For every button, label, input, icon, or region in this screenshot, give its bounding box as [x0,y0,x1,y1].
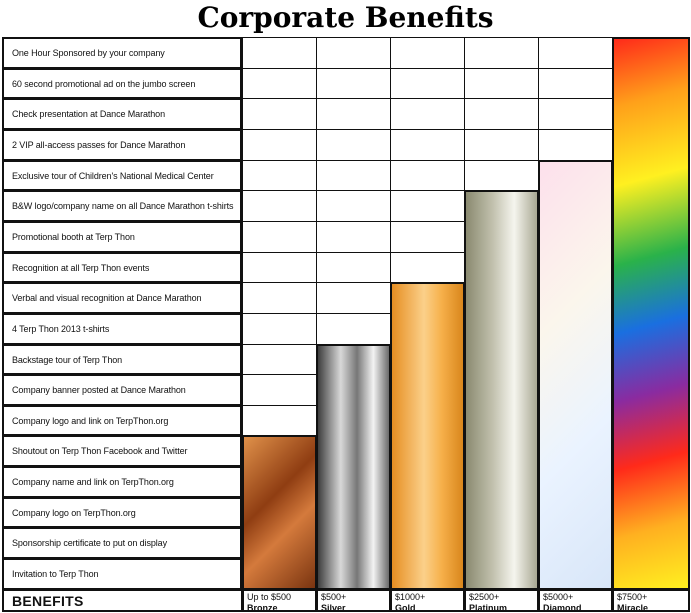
tier-name: Bronze [247,603,278,612]
tier-empty-cell [316,98,391,130]
tier-empty-cell [390,68,465,99]
tier-label-miracle: $7500+ Miracle [612,589,690,612]
benefit-row-label: Invitation to Terp Thon [2,558,242,590]
tier-amount: $7500+ [617,592,648,602]
benefit-row-label: Recognition at all Terp Thon events [2,252,242,283]
tier-empty-cell [316,282,391,314]
benefit-row-label: Company logo and link on TerpThon.org [2,405,242,436]
page-title: Corporate Benefits [197,1,494,34]
tier-empty-cell [242,221,317,253]
tier-empty-cell [242,405,317,436]
gold-tier-bar [390,282,465,590]
tier-empty-cell [464,129,539,161]
tier-empty-cell [390,98,465,130]
benefit-row-label: Promotional booth at Terp Thon [2,221,242,253]
tier-label-diamond: $5000+ Diamond [538,589,613,612]
benefit-row-label: 60 second promotional ad on the jumbo sc… [2,68,242,99]
miracle-tier-bar [612,37,690,590]
benefit-row-label: Check presentation at Dance Marathon [2,98,242,130]
tier-empty-cell [390,37,465,69]
tier-empty-cell [538,68,613,99]
tier-empty-cell [390,129,465,161]
tier-empty-cell [464,68,539,99]
benefit-row-label: Backstage tour of Terp Thon [2,344,242,375]
tier-amount: $500+ [321,592,347,602]
tier-empty-cell [242,252,317,283]
diamond-tier-bar [538,160,613,590]
tier-name: Miracle [617,603,649,612]
tier-empty-cell [464,160,539,191]
benefit-row-label: Company banner posted at Dance Marathon [2,374,242,406]
tier-name: Platinum [469,603,508,612]
tier-name: Silver [321,603,346,612]
benefits-header: BENEFITS [2,589,243,612]
silver-tier-bar [316,344,391,590]
tier-empty-cell [242,129,317,161]
benefit-row-label: Company logo on TerpThon.org [2,497,242,528]
tier-name: Gold [395,603,416,612]
bronze-tier-bar [242,435,317,590]
tier-empty-cell [316,313,391,345]
tier-empty-cell [242,37,317,69]
tier-empty-cell [464,37,539,69]
tier-amount: $2500+ [469,592,500,602]
tier-empty-cell [390,252,465,283]
tier-empty-cell [390,221,465,253]
tier-name: Diamond [543,603,582,612]
tier-empty-cell [538,129,613,161]
tier-empty-cell [242,344,317,375]
tier-empty-cell [464,98,539,130]
tier-empty-cell [242,313,317,345]
tier-empty-cell [390,160,465,191]
benefit-row-label: Company name and link on TerpThon.org [2,466,242,498]
platinum-tier-bar [464,190,539,590]
tier-empty-cell [390,190,465,222]
tier-empty-cell [316,160,391,191]
benefit-row-label: Verbal and visual recognition at Dance M… [2,282,242,314]
tier-label-bronze: Up to $500 Bronze [242,589,317,612]
tier-empty-cell [316,37,391,69]
tier-amount: $5000+ [543,592,574,602]
tier-empty-cell [242,374,317,406]
tier-amount: Up to $500 [247,592,292,602]
tier-empty-cell [242,190,317,222]
tier-empty-cell [242,98,317,130]
tier-empty-cell [316,252,391,283]
tier-empty-cell [538,98,613,130]
tier-empty-cell [316,190,391,222]
benefit-row-label: One Hour Sponsored by your company [2,37,242,69]
tier-label-gold: $1000+ Gold [390,589,465,612]
tier-empty-cell [316,68,391,99]
tier-label-platinum: $2500+ Platinum [464,589,539,612]
benefit-row-label: B&W logo/company name on all Dance Marat… [2,190,242,222]
tier-empty-cell [242,282,317,314]
tier-empty-cell [316,129,391,161]
benefit-row-label: Shoutout on Terp Thon Facebook and Twitt… [2,435,242,467]
benefit-row-label: 4 Terp Thon 2013 t-shirts [2,313,242,345]
tier-label-silver: $500+ Silver [316,589,391,612]
tier-amount: $1000+ [395,592,426,602]
tier-empty-cell [242,160,317,191]
benefit-row-label: Sponsorship certificate to put on displa… [2,527,242,559]
tier-empty-cell [242,68,317,99]
tier-empty-cell [316,221,391,253]
tier-empty-cell [538,37,613,69]
benefit-row-label: Exclusive tour of Children's National Me… [2,160,242,191]
benefit-row-label: 2 VIP all-access passes for Dance Marath… [2,129,242,161]
